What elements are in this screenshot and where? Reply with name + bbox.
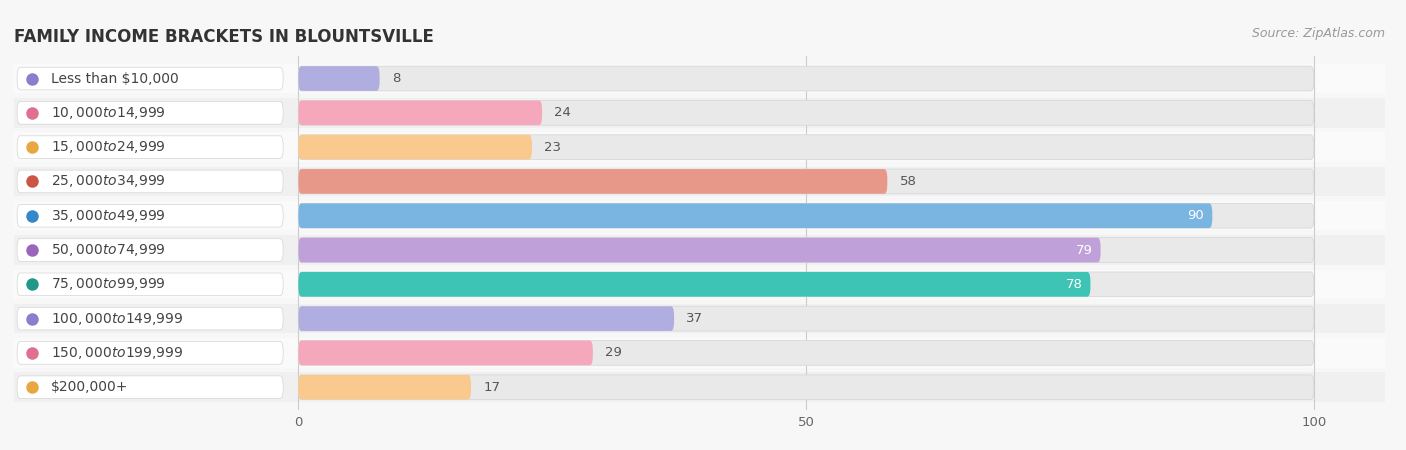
- Text: $15,000 to $24,999: $15,000 to $24,999: [51, 139, 166, 155]
- FancyBboxPatch shape: [298, 135, 531, 159]
- Text: Source: ZipAtlas.com: Source: ZipAtlas.com: [1251, 27, 1385, 40]
- FancyBboxPatch shape: [298, 169, 1313, 194]
- FancyBboxPatch shape: [17, 238, 283, 261]
- Text: 79: 79: [1076, 243, 1092, 256]
- FancyBboxPatch shape: [298, 375, 471, 400]
- Text: $10,000 to $14,999: $10,000 to $14,999: [51, 105, 166, 121]
- FancyBboxPatch shape: [14, 201, 1385, 230]
- FancyBboxPatch shape: [298, 100, 1313, 125]
- Text: $200,000+: $200,000+: [51, 380, 128, 394]
- FancyBboxPatch shape: [298, 238, 1313, 262]
- FancyBboxPatch shape: [14, 373, 1385, 402]
- Text: Less than $10,000: Less than $10,000: [51, 72, 179, 86]
- FancyBboxPatch shape: [298, 238, 1101, 262]
- Text: 24: 24: [554, 106, 571, 119]
- FancyBboxPatch shape: [17, 102, 283, 124]
- FancyBboxPatch shape: [14, 166, 1385, 196]
- Text: $35,000 to $49,999: $35,000 to $49,999: [51, 208, 166, 224]
- Text: 90: 90: [1188, 209, 1204, 222]
- FancyBboxPatch shape: [298, 203, 1212, 228]
- FancyBboxPatch shape: [14, 64, 1385, 93]
- FancyBboxPatch shape: [298, 375, 1313, 400]
- FancyBboxPatch shape: [14, 98, 1385, 128]
- FancyBboxPatch shape: [17, 376, 283, 399]
- Text: $25,000 to $34,999: $25,000 to $34,999: [51, 173, 166, 189]
- FancyBboxPatch shape: [14, 338, 1385, 368]
- FancyBboxPatch shape: [17, 342, 283, 364]
- FancyBboxPatch shape: [17, 273, 283, 296]
- Text: 78: 78: [1066, 278, 1083, 291]
- Text: $75,000 to $99,999: $75,000 to $99,999: [51, 276, 166, 292]
- FancyBboxPatch shape: [14, 304, 1385, 333]
- FancyBboxPatch shape: [298, 135, 1313, 159]
- FancyBboxPatch shape: [298, 169, 887, 194]
- FancyBboxPatch shape: [17, 204, 283, 227]
- Text: $50,000 to $74,999: $50,000 to $74,999: [51, 242, 166, 258]
- Text: 37: 37: [686, 312, 703, 325]
- FancyBboxPatch shape: [14, 235, 1385, 265]
- FancyBboxPatch shape: [298, 272, 1091, 297]
- FancyBboxPatch shape: [14, 132, 1385, 162]
- Text: 17: 17: [484, 381, 501, 394]
- FancyBboxPatch shape: [298, 272, 1313, 297]
- FancyBboxPatch shape: [298, 341, 1313, 365]
- FancyBboxPatch shape: [17, 67, 283, 90]
- Text: $100,000 to $149,999: $100,000 to $149,999: [51, 310, 183, 327]
- Text: 29: 29: [605, 346, 621, 360]
- Text: 8: 8: [392, 72, 401, 85]
- FancyBboxPatch shape: [17, 307, 283, 330]
- FancyBboxPatch shape: [298, 203, 1313, 228]
- Text: $150,000 to $199,999: $150,000 to $199,999: [51, 345, 183, 361]
- FancyBboxPatch shape: [298, 306, 1313, 331]
- FancyBboxPatch shape: [14, 270, 1385, 299]
- Text: FAMILY INCOME BRACKETS IN BLOUNTSVILLE: FAMILY INCOME BRACKETS IN BLOUNTSVILLE: [14, 28, 434, 46]
- FancyBboxPatch shape: [298, 66, 380, 91]
- FancyBboxPatch shape: [298, 306, 673, 331]
- Text: 23: 23: [544, 141, 561, 153]
- FancyBboxPatch shape: [298, 66, 1313, 91]
- FancyBboxPatch shape: [298, 100, 543, 125]
- FancyBboxPatch shape: [17, 136, 283, 158]
- FancyBboxPatch shape: [17, 170, 283, 193]
- Text: 58: 58: [900, 175, 917, 188]
- FancyBboxPatch shape: [298, 341, 593, 365]
